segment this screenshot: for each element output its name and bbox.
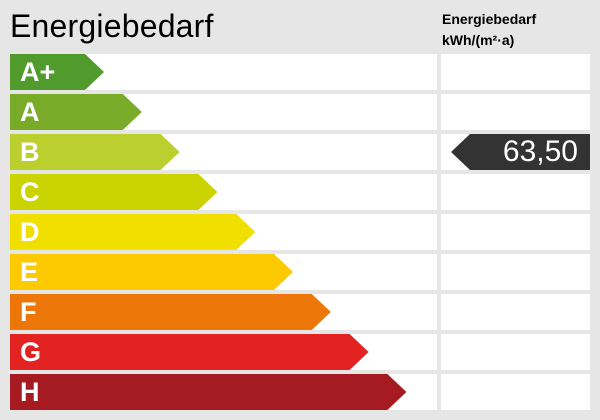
- class-arrow: G: [10, 334, 369, 370]
- column-header-unit: kWh/(m²·a): [442, 32, 515, 48]
- class-label: G: [20, 337, 42, 367]
- value-cell: [441, 334, 590, 370]
- class-arrow: D: [10, 214, 256, 250]
- value-cell: [441, 214, 590, 250]
- class-label: B: [20, 137, 40, 167]
- class-arrow: H: [10, 374, 407, 410]
- class-arrow: B: [10, 134, 180, 170]
- column-header: Energiebedarf kWh/(m²·a): [442, 9, 536, 51]
- class-arrow: A: [10, 94, 142, 130]
- class-label: C: [20, 177, 40, 207]
- value-indicator: 63,50: [451, 134, 590, 170]
- class-label: D: [20, 217, 40, 247]
- value-cell: [441, 54, 590, 90]
- value-cell: [441, 94, 590, 130]
- value-cell: [441, 374, 590, 410]
- class-label: H: [20, 377, 40, 407]
- value-cell: [441, 254, 590, 290]
- class-label: A: [20, 97, 40, 127]
- value-cell: [441, 174, 590, 210]
- value-cell: [441, 294, 590, 330]
- class-arrow: A+: [10, 54, 104, 90]
- indicator-value: 63,50: [502, 135, 578, 168]
- class-arrow: C: [10, 174, 218, 210]
- page-title: Energiebedarf: [10, 8, 214, 44]
- class-label: A+: [20, 57, 56, 87]
- class-label: F: [20, 297, 37, 327]
- class-arrow: E: [10, 254, 293, 290]
- column-header-title: Energiebedarf: [442, 11, 537, 27]
- class-arrow: F: [10, 294, 331, 330]
- class-label: E: [20, 257, 39, 287]
